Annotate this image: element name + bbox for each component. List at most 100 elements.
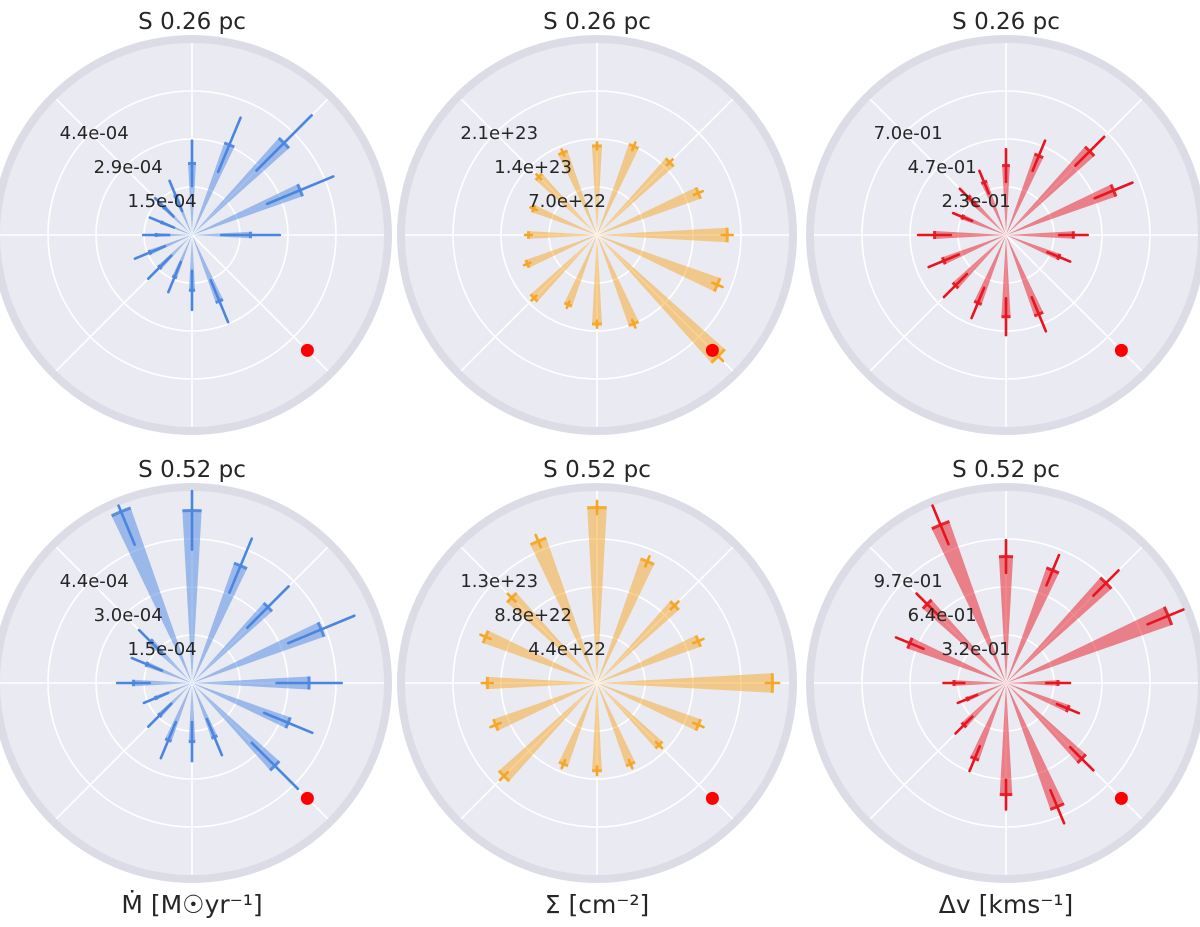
radial-tick-label: 1.4e+23	[494, 157, 572, 178]
error-bar	[265, 175, 335, 206]
error-bar	[630, 318, 637, 329]
marker-dot	[705, 343, 719, 357]
bar-wedge	[974, 235, 1006, 305]
bar-wedge	[1006, 231, 1074, 239]
bar-wedge	[970, 683, 1006, 761]
radial-tick-label: 4.4e+22	[528, 639, 606, 660]
polar-panel: 2.3e-01 4.7e-01 7.0e-01 S 0.26 pc	[806, 9, 1200, 435]
error-bar	[565, 300, 571, 310]
bar-wedge	[597, 601, 679, 683]
bar-wedge	[149, 235, 192, 255]
bar-wedge	[133, 679, 192, 687]
error-bar	[951, 211, 974, 223]
bar-wedge	[587, 507, 607, 683]
xlabel-dv: Δv [kms⁻¹]	[939, 890, 1073, 919]
radial-tick-label: 1.5e-04	[128, 191, 197, 212]
error-bar	[228, 537, 254, 595]
error-bar	[643, 554, 651, 568]
error-bar	[168, 179, 184, 213]
bar-wedge	[192, 676, 310, 690]
bar-wedge	[907, 637, 1006, 683]
bar-wedge	[931, 521, 1006, 683]
bar-wedge	[498, 683, 597, 782]
error-bar	[153, 196, 175, 218]
bar-wedge	[188, 163, 196, 235]
bar-wedge	[528, 231, 597, 239]
bar-wedge	[597, 683, 663, 749]
error-bar	[711, 281, 724, 289]
error-bar	[286, 614, 356, 645]
radial-tick-label: 9.7e-01	[874, 571, 943, 592]
bar-wedge	[1006, 235, 1060, 260]
bar-wedge	[981, 181, 1006, 235]
bar-wedge	[188, 235, 196, 291]
bar-wedge	[1001, 235, 1011, 317]
xlabel-mdot: Ṁ [M☉yr⁻¹]	[121, 890, 262, 919]
error-bar	[968, 744, 982, 773]
bar-wedge	[592, 235, 602, 325]
error-bar	[931, 504, 950, 546]
error-bar	[1093, 181, 1134, 200]
error-bar	[669, 600, 680, 611]
error-bar	[958, 187, 979, 208]
error-bar	[1146, 608, 1185, 626]
bar-wedge	[592, 683, 602, 771]
error-bar	[205, 717, 224, 757]
radial-tick-label: 3.2e-01	[942, 639, 1011, 660]
error-bar	[627, 758, 634, 770]
error-bar	[1031, 139, 1047, 173]
error-bar	[1045, 553, 1061, 587]
xlabel-sigma: Σ [cm⁻²]	[545, 890, 650, 919]
bar-wedge	[564, 235, 597, 307]
bar-wedge	[597, 235, 725, 363]
bar-wedge	[597, 558, 655, 683]
error-bar	[970, 286, 986, 320]
error-bar	[498, 770, 510, 782]
marker-dot	[300, 343, 314, 357]
error-bar	[915, 592, 939, 616]
panel-title: S 0.52 pc	[543, 457, 651, 483]
panel-title: S 0.26 pc	[543, 9, 651, 35]
bar-wedge	[192, 683, 218, 739]
error-bar	[691, 721, 705, 729]
error-bar	[692, 189, 705, 197]
error-bar	[927, 253, 961, 269]
bar-wedge	[1006, 154, 1044, 235]
bar-wedge	[1006, 577, 1112, 683]
bar-wedge	[493, 683, 597, 731]
bar-wedge	[1002, 165, 1010, 235]
error-bar	[665, 158, 674, 167]
bar-wedge	[961, 214, 1006, 235]
bar-wedge	[535, 173, 597, 235]
radial-tick-label: 6.4e-01	[908, 605, 977, 626]
panel-title: S 0.52 pc	[138, 457, 246, 483]
error-bar	[978, 169, 991, 195]
bar-wedge	[597, 187, 701, 235]
radial-tick-label: 2.1e+23	[460, 123, 538, 144]
error-bar	[1068, 745, 1095, 772]
error-bar	[216, 116, 242, 174]
bar-wedge	[525, 235, 597, 268]
radial-tick-label: 2.3e-01	[942, 191, 1011, 212]
marker-dot	[1114, 343, 1128, 357]
error-bar	[530, 294, 538, 302]
radial-tick-label: 1.3e+23	[460, 571, 538, 592]
marker-dot	[705, 791, 719, 805]
bar-wedge	[172, 235, 192, 278]
polar-panel: 1.5e-04 2.9e-04 4.4e-04 S 0.26 pc	[0, 9, 392, 435]
bar-wedge	[192, 683, 291, 729]
error-bar	[146, 254, 173, 281]
bar-wedge	[1006, 184, 1116, 235]
bar-wedge	[483, 630, 597, 683]
bar-wedge	[188, 683, 196, 742]
error-bar	[1055, 702, 1081, 715]
bar-wedge	[597, 683, 636, 766]
panel-title: S 0.26 pc	[952, 9, 1060, 35]
bar-wedge	[192, 142, 235, 235]
error-bar	[133, 244, 167, 260]
error-bar	[956, 693, 979, 705]
bar-wedge	[597, 227, 728, 243]
bar-wedge	[530, 538, 597, 683]
error-bar	[489, 721, 503, 729]
